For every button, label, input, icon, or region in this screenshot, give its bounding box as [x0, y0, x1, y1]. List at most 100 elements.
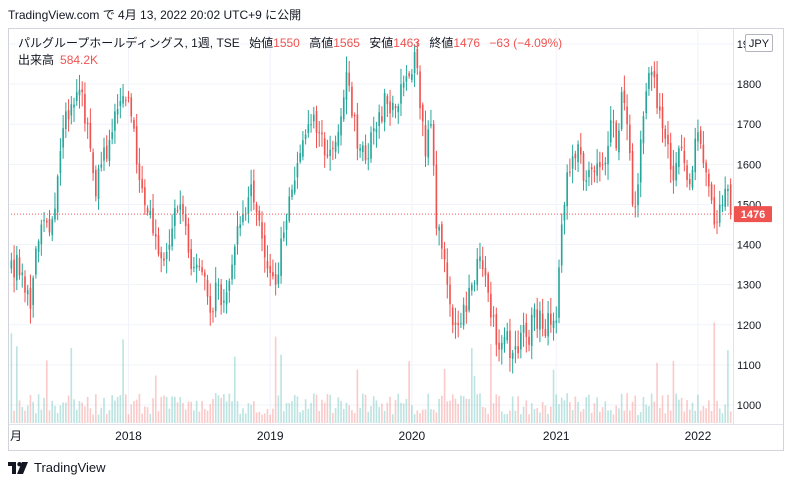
publish-caption: TradingView.com で 4月 13, 2022 20:02 UTC+… — [8, 8, 302, 22]
volume-bar — [558, 404, 560, 423]
candle-body — [95, 169, 97, 197]
candle-body — [108, 139, 111, 161]
volume-bar — [405, 399, 408, 423]
volume-bar — [653, 401, 656, 423]
volume-bar — [302, 410, 304, 423]
volume-bar — [130, 404, 133, 423]
candle-body — [487, 273, 489, 293]
candle-body — [465, 305, 468, 312]
candle-body — [272, 272, 274, 277]
candle-body — [669, 143, 672, 170]
volume-bar — [182, 403, 184, 423]
volume-bar — [274, 336, 277, 423]
candle-body — [596, 163, 598, 176]
low-value: 1463 — [393, 36, 420, 50]
volume-bar — [293, 394, 296, 423]
volume-bar — [43, 397, 45, 423]
candle-body — [721, 204, 724, 207]
candle-body — [710, 184, 713, 201]
volume-bar — [70, 347, 73, 423]
volume-bar — [710, 410, 713, 423]
candle-body — [495, 314, 498, 345]
candle-body — [408, 73, 410, 77]
candle-body — [206, 279, 209, 297]
candle-body — [550, 313, 552, 325]
volume-bar — [656, 362, 658, 423]
volume-bar — [296, 396, 299, 423]
candle-body — [119, 100, 122, 107]
candle-body — [345, 72, 348, 100]
candle-body — [225, 292, 228, 305]
volume-bar — [457, 403, 460, 423]
volume-bar — [198, 411, 201, 423]
candle-body — [590, 167, 593, 170]
candle-body — [427, 129, 430, 158]
candle-body — [451, 307, 454, 326]
candle-body — [15, 254, 18, 281]
candle-body — [623, 90, 626, 103]
candle-body — [176, 210, 179, 212]
volume-bar — [525, 400, 528, 423]
candle-body — [604, 162, 607, 165]
candle-body — [10, 260, 13, 269]
candle-body — [89, 122, 92, 149]
volume-bar — [13, 410, 15, 423]
candle-body — [337, 131, 340, 146]
candle-body — [329, 149, 331, 156]
candle-body — [135, 126, 138, 165]
time-tick-label: 2020 — [399, 429, 426, 443]
volume-bar — [378, 407, 380, 423]
volume-bar — [285, 403, 288, 423]
volume-bar — [163, 395, 165, 423]
volume-bar — [54, 405, 56, 423]
volume-bar — [345, 402, 348, 423]
currency-button[interactable]: JPY — [745, 34, 773, 52]
candle-body — [315, 111, 318, 133]
candle-body — [321, 132, 323, 135]
footer-brand[interactable]: TradingView — [8, 460, 106, 475]
volume-bar — [15, 346, 18, 423]
volume-bar — [716, 400, 718, 423]
candle-body — [381, 116, 383, 122]
candle-body — [152, 208, 154, 234]
candle-body — [179, 204, 182, 210]
volume-bar — [75, 409, 78, 423]
volume-bar — [35, 413, 37, 423]
candle-body — [359, 148, 361, 151]
volume-bar — [370, 406, 372, 423]
candle-body — [599, 161, 601, 168]
candle-body — [541, 313, 544, 329]
candle-body — [411, 74, 413, 81]
volume-bar — [560, 397, 563, 423]
volume-bar — [190, 401, 192, 423]
volume-bar — [623, 410, 626, 423]
volume-bar — [569, 402, 571, 423]
candle-body — [498, 342, 500, 350]
candle-body — [449, 284, 451, 305]
candle-body — [353, 114, 356, 117]
volume-bar — [446, 401, 449, 423]
candle-body — [73, 104, 75, 108]
candle-body — [500, 342, 503, 350]
candle-body — [631, 151, 634, 205]
candle-body — [97, 168, 100, 200]
candlesticks — [10, 40, 732, 374]
volume-bar — [394, 400, 397, 423]
candle-body — [528, 336, 530, 345]
candle-body — [588, 169, 590, 178]
symbol-title[interactable]: パルグループホールディングス, 1週, TSE — [18, 36, 240, 50]
volume-bar — [490, 344, 492, 423]
candle-body — [424, 125, 427, 157]
volume-bar — [307, 408, 310, 423]
volume-bar — [138, 393, 141, 423]
volume-bar — [718, 408, 721, 423]
volume-bar — [585, 397, 588, 423]
candle-body — [310, 124, 312, 126]
volume-bar — [78, 401, 81, 423]
volume-bar — [683, 411, 686, 423]
candle-body — [190, 249, 192, 270]
volume-bar — [326, 394, 329, 423]
volume-bar — [528, 414, 530, 423]
candle-body — [163, 258, 165, 261]
